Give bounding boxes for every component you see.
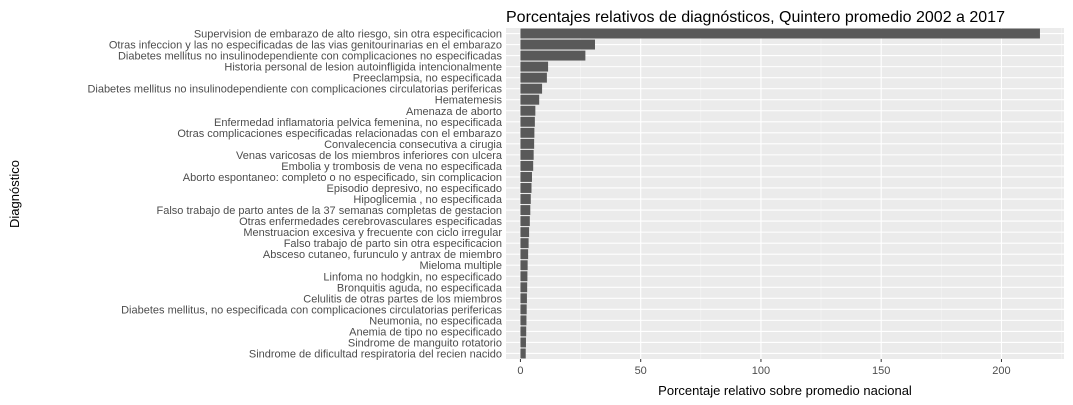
category-label: Celulitis de otras partes de los miembro… [303, 293, 502, 305]
bar [520, 271, 528, 282]
category-label: Falso trabajo de parto antes de la 37 se… [157, 205, 503, 217]
bar [520, 293, 527, 304]
category-label: Historia personal de lesion autoinfligid… [224, 62, 502, 74]
x-tick-label: 200 [992, 365, 1010, 377]
bar [520, 183, 532, 193]
bar [520, 160, 534, 171]
bars [520, 28, 1040, 359]
category-label: Embolia y trombosis de vena no especific… [281, 161, 503, 173]
category-label: Convalecencia consecutiva a cirugia [324, 139, 503, 151]
bar [520, 282, 528, 293]
category-label: Diabetes mellitus, no especificada con c… [121, 304, 502, 316]
category-label: Hipoglicemia , no especificada [353, 194, 502, 206]
bar [520, 149, 534, 160]
bar [520, 238, 529, 249]
category-label: Amenaza de aborto [406, 106, 502, 118]
bar [520, 227, 530, 238]
bar [520, 205, 531, 216]
category-label: Neumonia, no especificada [369, 315, 503, 327]
bar [520, 304, 527, 315]
bar [520, 72, 547, 83]
y-axis-title: Diagnóstico [7, 160, 22, 228]
category-label: Mieloma multiple [419, 260, 502, 272]
category-label: Sindrome de dificultad respiratoria del … [249, 348, 502, 360]
category-label: Venas varicosas de los miembros inferior… [236, 150, 503, 162]
category-label: Falso trabajo de parto sin otra especifi… [284, 238, 502, 250]
bar [520, 83, 543, 94]
category-label: Bronquitis aguda, no especificada [337, 282, 503, 294]
bar [520, 260, 528, 271]
bar [520, 39, 595, 50]
category-label: Supervision de embarazo de alto riesgo, … [194, 29, 502, 41]
bar [520, 171, 532, 182]
bar [520, 28, 1040, 39]
x-axis-title: Porcentaje relativo sobre promedio nacio… [658, 383, 912, 398]
category-labels: Supervision de embarazo de alto riesgo, … [87, 29, 502, 361]
category-label: Hematemesis [435, 95, 503, 107]
bar [520, 249, 529, 260]
category-label: Linfoma no hodgkin, no especificado [323, 271, 502, 283]
category-label: Menstruacion excesiva y frecuente con ci… [243, 227, 502, 239]
category-label: Diabetes mellitus no insulinodependiente… [87, 84, 502, 96]
category-label: Absceso cutaneo, furunculo y antrax de m… [263, 249, 502, 261]
x-tick-label: 50 [635, 365, 647, 377]
plot-panel [506, 28, 1064, 359]
bar [520, 348, 526, 359]
bar [520, 194, 531, 204]
bar [520, 138, 535, 149]
category-label: Otras enfermedades cerebrovasculares esp… [239, 216, 502, 228]
category-label: Otras complicaciones especificadas relac… [177, 128, 502, 140]
category-label: Aborto espontaneo: completo o no especif… [183, 172, 502, 184]
category-label: Sindrome de manguito rotatorio [348, 337, 502, 349]
x-tick-label: 150 [872, 365, 890, 377]
bar [520, 326, 527, 337]
x-axis-ticks: 0 50 100 150 200 [517, 359, 1011, 377]
category-label: Diabetes mellitus no insulinodependiente… [118, 51, 503, 63]
bar [520, 50, 586, 61]
category-label: Episodio depresivo, no especificado [326, 183, 502, 195]
bar [520, 94, 540, 105]
category-label: Otras infeccion y las no especificadas d… [109, 40, 502, 52]
category-label: Preeclampsia, no especificada [353, 73, 503, 85]
x-tick-label: 100 [752, 365, 770, 377]
bar [520, 337, 526, 348]
bar [520, 116, 535, 127]
bar [520, 61, 549, 72]
bar [520, 127, 535, 138]
x-tick-label: 0 [517, 365, 523, 377]
bar [520, 216, 530, 227]
chart-title: Porcentajes relativos de diagnósticos, Q… [506, 9, 1005, 26]
category-label: Anemia de tipo no especificado [349, 326, 502, 338]
category-label: Enfermedad inflamatoria pelvica femenina… [214, 117, 503, 129]
bar [520, 105, 536, 116]
bar [520, 315, 527, 326]
